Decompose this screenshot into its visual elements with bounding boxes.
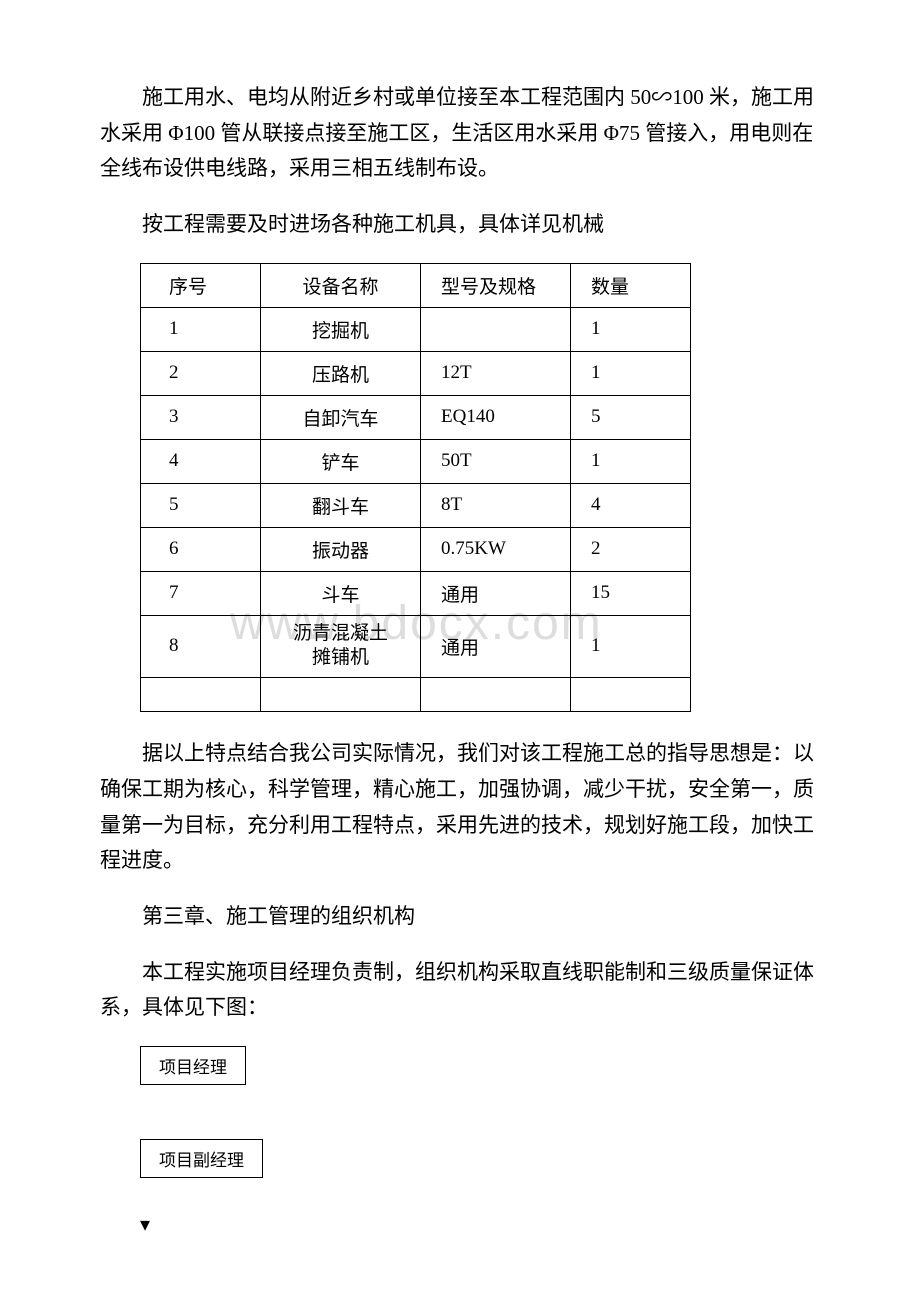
cell-name: 自卸汽车 bbox=[261, 395, 421, 439]
cell-name-line2: 摊铺机 bbox=[312, 647, 369, 668]
cell-name: 压路机 bbox=[261, 351, 421, 395]
cell-seq: 1 bbox=[141, 307, 261, 351]
cell-name: 翻斗车 bbox=[261, 483, 421, 527]
equipment-table: 序号 设备名称 型号及规格 数量 1 挖掘机 1 2 压路机 12T 1 3 自… bbox=[140, 263, 691, 712]
cell-empty bbox=[141, 678, 261, 712]
cell-spec: 8T bbox=[421, 483, 571, 527]
paragraph-water-electricity: 施工用水、电均从附近乡村或单位接至本工程范围内 50∽100 米，施工用水采用 … bbox=[100, 80, 820, 187]
cell-name: 铲车 bbox=[261, 439, 421, 483]
cell-qty: 5 bbox=[571, 395, 691, 439]
cell-qty: 1 bbox=[571, 615, 691, 677]
cell-name: 振动器 bbox=[261, 527, 421, 571]
table-empty-row bbox=[141, 678, 691, 712]
cell-qty: 2 bbox=[571, 527, 691, 571]
cell-qty: 1 bbox=[571, 351, 691, 395]
table-row: 5 翻斗车 8T 4 bbox=[141, 483, 691, 527]
table-row: 2 压路机 12T 1 bbox=[141, 351, 691, 395]
cell-spec bbox=[421, 307, 571, 351]
cell-name: 斗车 bbox=[261, 571, 421, 615]
table-row: 6 振动器 0.75KW 2 bbox=[141, 527, 691, 571]
cell-spec: 12T bbox=[421, 351, 571, 395]
cell-spec: 通用 bbox=[421, 571, 571, 615]
cell-empty bbox=[261, 678, 421, 712]
cell-name-line1: 沥青混凝土 bbox=[293, 623, 388, 644]
org-box-manager: 项目经理 bbox=[140, 1046, 246, 1085]
cell-seq: 2 bbox=[141, 351, 261, 395]
header-name: 设备名称 bbox=[261, 263, 421, 307]
cell-empty bbox=[571, 678, 691, 712]
cell-qty: 15 bbox=[571, 571, 691, 615]
table-row: 7 斗车 通用 15 bbox=[141, 571, 691, 615]
cell-seq: 4 bbox=[141, 439, 261, 483]
header-seq: 序号 bbox=[141, 263, 261, 307]
cell-seq: 3 bbox=[141, 395, 261, 439]
cell-seq: 7 bbox=[141, 571, 261, 615]
cell-spec: 通用 bbox=[421, 615, 571, 677]
cell-seq: 8 bbox=[141, 615, 261, 677]
cell-empty bbox=[421, 678, 571, 712]
table-row: 3 自卸汽车 EQ140 5 bbox=[141, 395, 691, 439]
table-header-row: 序号 设备名称 型号及规格 数量 bbox=[141, 263, 691, 307]
cell-spec: EQ140 bbox=[421, 395, 571, 439]
cell-qty: 4 bbox=[571, 483, 691, 527]
header-spec: 型号及规格 bbox=[421, 263, 571, 307]
cell-seq: 5 bbox=[141, 483, 261, 527]
cell-name: 挖掘机 bbox=[261, 307, 421, 351]
paragraph-machinery-intro: 按工程需要及时进场各种施工机具，具体详见机械 bbox=[100, 207, 820, 243]
chapter-heading: 第三章、施工管理的组织机构 bbox=[100, 899, 820, 935]
cell-spec: 50T bbox=[421, 439, 571, 483]
header-qty: 数量 bbox=[571, 263, 691, 307]
cell-qty: 1 bbox=[571, 307, 691, 351]
table-row: 4 铲车 50T 1 bbox=[141, 439, 691, 483]
cell-spec: 0.75KW bbox=[421, 527, 571, 571]
org-chart: 项目经理 项目副经理 bbox=[140, 1046, 820, 1232]
cell-qty: 1 bbox=[571, 439, 691, 483]
table-row: 1 挖掘机 1 bbox=[141, 307, 691, 351]
cell-name: 沥青混凝土 摊铺机 bbox=[261, 615, 421, 677]
paragraph-guidance: 据以上特点结合我公司实际情况，我们对该工程施工总的指导思想是：以确保工期为核心，… bbox=[100, 736, 820, 879]
table-row: 8 沥青混凝土 摊铺机 通用 1 bbox=[141, 615, 691, 677]
cell-seq: 6 bbox=[141, 527, 261, 571]
org-box-deputy: 项目副经理 bbox=[140, 1139, 263, 1178]
paragraph-org-intro: 本工程实施项目经理负责制，组织机构采取直线职能制和三级质量保证体系，具体见下图： bbox=[100, 955, 820, 1026]
